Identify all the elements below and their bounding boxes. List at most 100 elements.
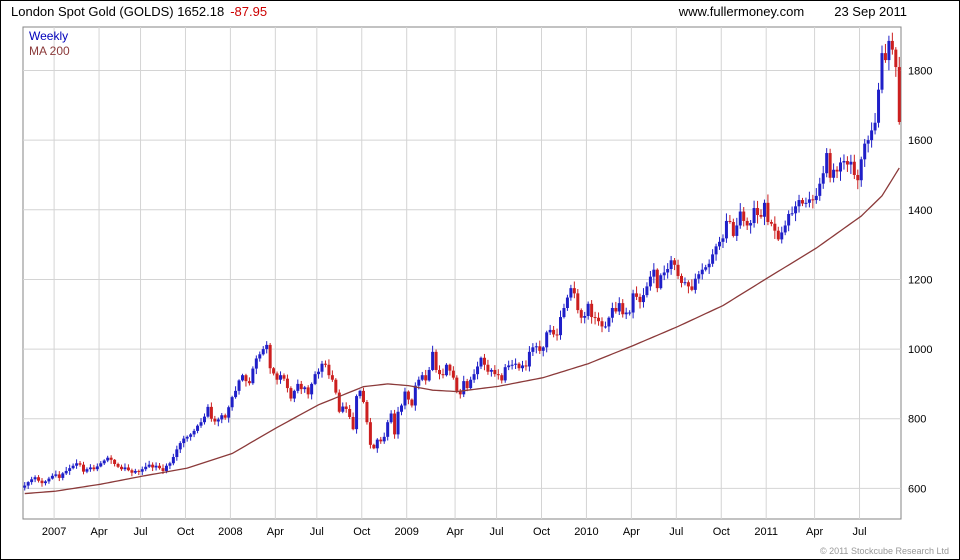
- candle-body: [707, 263, 711, 268]
- candle-body: [614, 307, 618, 312]
- candle-body: [323, 363, 327, 365]
- candle-body: [102, 460, 106, 464]
- candle-body: [95, 466, 99, 470]
- candle-body: [279, 375, 283, 380]
- y-tick-label: 600: [908, 483, 926, 495]
- candle-body: [562, 307, 566, 318]
- candle-body: [814, 195, 818, 201]
- candle-body: [406, 391, 410, 400]
- candle-body: [783, 225, 787, 233]
- x-tick-label: Apr: [806, 526, 823, 538]
- candle-body: [126, 467, 130, 471]
- price-change: -87.95: [230, 4, 268, 19]
- candle-body: [410, 399, 414, 406]
- candle-body: [137, 470, 141, 472]
- candle-body: [30, 479, 34, 483]
- candle-body: [230, 397, 234, 408]
- candle-body: [603, 326, 607, 328]
- candle-body: [306, 387, 310, 395]
- candle-body: [178, 443, 182, 450]
- candle-body: [427, 369, 431, 381]
- candle-body: [510, 364, 514, 366]
- candle-body: [92, 467, 96, 470]
- candle-body: [697, 274, 701, 279]
- candle-body: [496, 374, 500, 376]
- candle-body: [268, 344, 272, 369]
- candle-body: [209, 406, 213, 419]
- x-tick-label: Apr: [623, 526, 640, 538]
- candle-body: [655, 269, 659, 289]
- x-tick-label: Oct: [533, 526, 550, 538]
- candle-body: [216, 419, 220, 422]
- candle-body: [417, 379, 421, 386]
- candle-body: [520, 365, 524, 369]
- candle-body: [735, 225, 739, 236]
- candle-body: [258, 354, 262, 359]
- candle-body: [161, 468, 165, 471]
- candle-body: [75, 463, 79, 466]
- legend-ma200: MA 200: [29, 44, 70, 58]
- candle-body: [711, 254, 715, 264]
- candle-body: [472, 374, 476, 380]
- candle-body: [368, 422, 372, 445]
- candle-body: [40, 480, 44, 484]
- candle-body: [762, 202, 766, 217]
- candle-body: [527, 351, 531, 367]
- candle-body: [372, 444, 376, 449]
- candle-body: [299, 383, 303, 390]
- candle-body: [182, 438, 186, 444]
- candle-body: [593, 317, 597, 319]
- candle-body: [469, 379, 473, 389]
- x-tick-label: 2011: [754, 526, 778, 538]
- candle-body: [320, 363, 324, 372]
- candle-body: [272, 368, 276, 374]
- candle-body: [538, 346, 542, 351]
- candle-body: [99, 463, 103, 467]
- candle-body: [57, 474, 61, 478]
- candle-body: [839, 162, 843, 172]
- candle-body: [621, 303, 625, 315]
- candle-body: [123, 467, 127, 470]
- candle-body: [327, 364, 331, 376]
- candle-body: [552, 329, 556, 335]
- x-tick-label: Jul: [852, 526, 866, 538]
- candle-body: [752, 208, 756, 224]
- candle-body: [220, 415, 224, 420]
- x-tick-label: Oct: [353, 526, 370, 538]
- candle-body: [43, 481, 47, 484]
- candle-body: [524, 365, 528, 367]
- y-tick-label: 1000: [908, 344, 932, 356]
- candle-body: [393, 413, 397, 435]
- candle-body: [825, 153, 829, 174]
- candle-body: [120, 466, 124, 470]
- candle-body: [669, 260, 673, 269]
- candle-body: [676, 264, 680, 276]
- candle-body: [330, 375, 334, 380]
- candle-body: [237, 380, 241, 391]
- candle-body: [265, 344, 269, 350]
- candle-body: [486, 364, 490, 372]
- candle-body: [572, 288, 576, 294]
- candle-body: [185, 436, 189, 439]
- candle-body: [555, 334, 559, 336]
- candle-body: [565, 297, 569, 308]
- candle-body: [662, 272, 666, 276]
- candle-body: [807, 199, 811, 203]
- candle-body: [61, 473, 65, 478]
- candle-body: [133, 470, 137, 473]
- candle-body: [866, 140, 870, 144]
- candle-body: [171, 457, 175, 464]
- title-block: London Spot Gold (GOLDS) 1652.18 -87.95: [11, 4, 267, 19]
- candle-body: [652, 269, 656, 277]
- candle-body: [47, 478, 51, 482]
- candle-body: [227, 407, 231, 418]
- candle-body: [693, 278, 697, 290]
- candle-body: [26, 482, 30, 486]
- candle-body: [234, 390, 238, 398]
- candle-body: [724, 220, 728, 239]
- candle-body: [500, 375, 504, 381]
- chart-title: London Spot Gold (GOLDS) 1652.18: [11, 4, 225, 19]
- candle-body: [842, 161, 846, 163]
- x-tick-label: Oct: [713, 526, 730, 538]
